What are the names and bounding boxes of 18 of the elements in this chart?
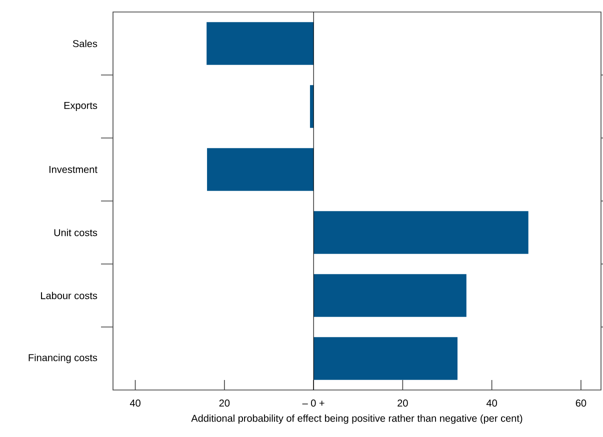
y-tick-label: Sales	[72, 40, 98, 48]
bar	[314, 337, 458, 380]
x-tick-label: 40	[486, 400, 497, 407]
y-tick-label: Labour costs	[41, 292, 98, 300]
y-tick-label: Investment	[49, 166, 98, 173]
y-tick-label: Unit costs	[54, 228, 98, 236]
x-tick-label: 40	[130, 400, 140, 407]
x-tick-label: 60	[576, 400, 586, 407]
bar	[207, 148, 314, 191]
x-tick-label: 20	[398, 400, 408, 407]
y-tick-label: Financing costs	[28, 354, 98, 364]
bar	[314, 274, 466, 317]
bar	[206, 22, 314, 65]
x-tick-label: 20	[219, 400, 230, 407]
x-axis-title: Additional probability of effect being positive rather than negative (per cent)	[191, 414, 522, 424]
y-tick-label: Exports	[64, 102, 98, 111]
x-tick-label: – 0 +	[302, 400, 324, 407]
bar	[314, 211, 528, 254]
